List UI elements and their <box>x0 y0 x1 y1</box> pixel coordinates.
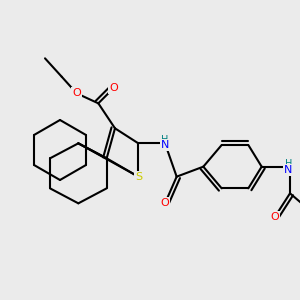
Text: N: N <box>161 140 169 150</box>
Text: O: O <box>160 198 169 208</box>
Text: O: O <box>72 88 81 98</box>
Text: H: H <box>285 159 292 169</box>
Text: O: O <box>109 83 118 93</box>
Text: N: N <box>284 165 293 175</box>
Text: H: H <box>161 135 169 145</box>
Text: O: O <box>271 212 279 222</box>
Text: S: S <box>135 172 142 182</box>
